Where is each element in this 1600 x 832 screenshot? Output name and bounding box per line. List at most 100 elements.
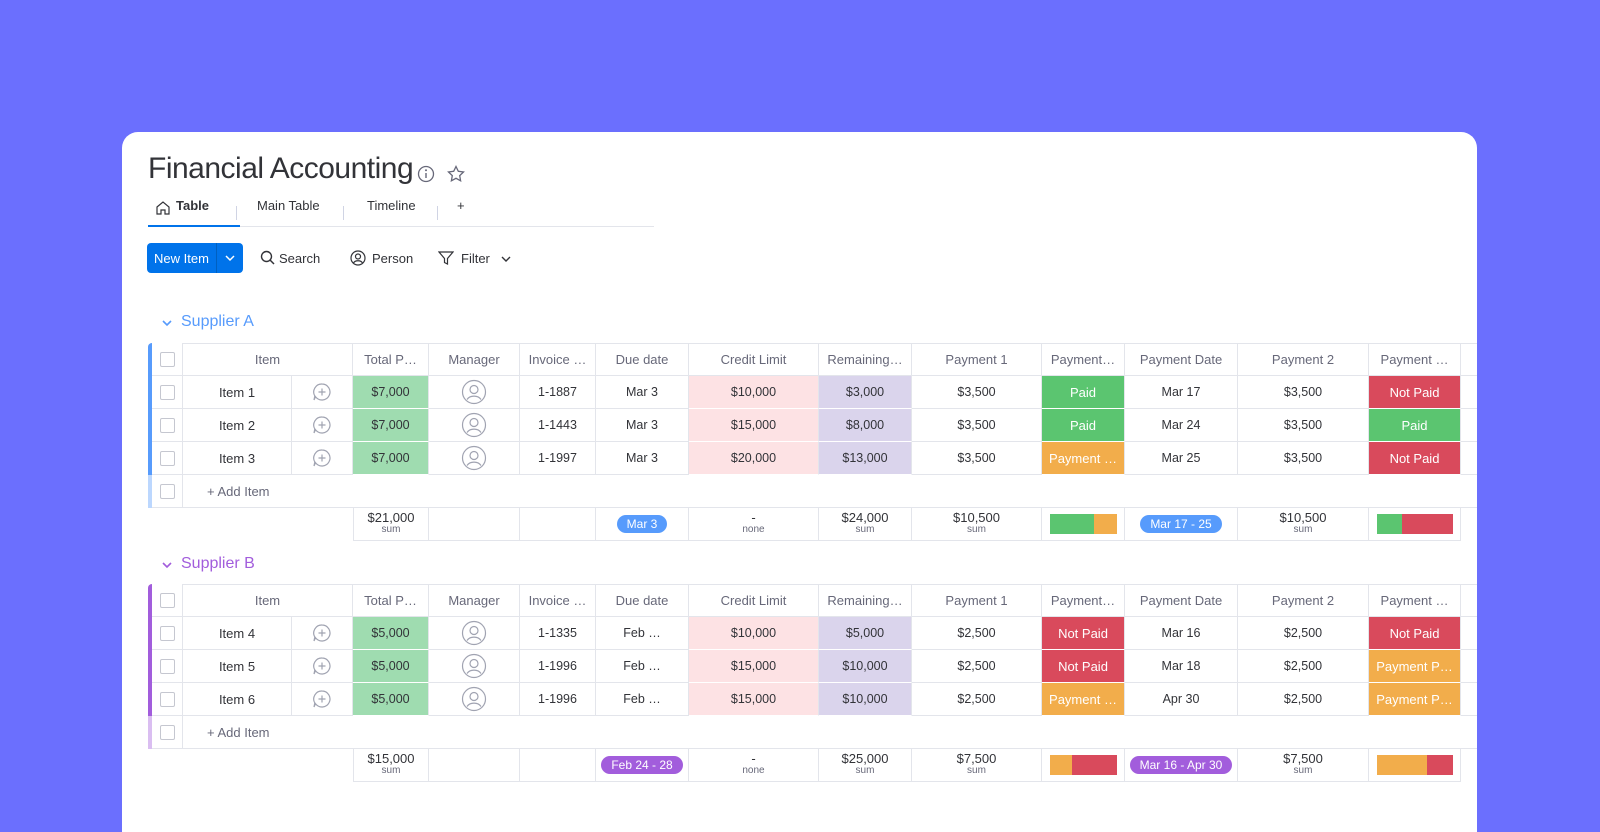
payment1-cell: $3,500: [912, 409, 1042, 442]
add-item[interactable]: + Add Item: [183, 716, 1477, 749]
column-header: Payment…: [1042, 584, 1125, 617]
status-summary-bar: [1376, 514, 1453, 534]
column-header: [1461, 584, 1477, 617]
summary-function: sum: [855, 765, 875, 776]
summary-value: $24,000: [841, 510, 889, 525]
group-title[interactable]: Supplier B: [181, 555, 255, 572]
column-header: Item: [183, 584, 353, 617]
filter-button[interactable]: Filter: [461, 251, 490, 266]
remaining-cell: $10,000: [819, 650, 912, 683]
summary-cell: Mar 3: [596, 508, 689, 541]
group-chevron[interactable]: [160, 316, 174, 330]
group-title[interactable]: Supplier A: [181, 313, 254, 330]
summary-function: sum: [855, 524, 875, 535]
status-label[interactable]: Payment …: [1042, 683, 1125, 716]
person-cell: [429, 442, 520, 475]
summary-function: sum: [1293, 765, 1313, 776]
status-label[interactable]: Not Paid: [1369, 376, 1461, 409]
status-label[interactable]: Payment …: [1042, 442, 1125, 475]
status-label[interactable]: Not Paid: [1369, 617, 1461, 650]
total-cell: $7,000: [353, 442, 429, 475]
item-name[interactable]: Item 6: [183, 683, 292, 716]
tab[interactable]: Timeline: [367, 198, 416, 213]
payment1-cell: $3,500: [912, 376, 1042, 409]
summary-cell: $7,500 sum: [1238, 749, 1369, 782]
total-cell: $7,000: [353, 376, 429, 409]
status-label[interactable]: Paid: [1042, 409, 1125, 442]
summary-value: $10,500: [1279, 510, 1327, 525]
column-header: Remaining…: [819, 584, 912, 617]
column-header: Remaining…: [819, 343, 912, 376]
summary-cell: [520, 508, 596, 541]
chat-cell: [292, 683, 353, 716]
payment2-cell: $3,500: [1238, 442, 1369, 475]
new-item-button[interactable]: New Item: [147, 243, 243, 273]
status-label[interactable]: Not Paid: [1369, 442, 1461, 475]
person-button[interactable]: Person: [372, 251, 414, 266]
summary-function: sum: [381, 524, 401, 535]
summary-function: sum: [967, 765, 986, 776]
column-header: Total P…: [353, 584, 429, 617]
checkbox-cell: [152, 409, 183, 442]
payment1-cell: $2,500: [912, 650, 1042, 683]
status-label[interactable]: Not Paid: [1042, 617, 1125, 650]
remaining-cell: $3,000: [819, 376, 912, 409]
column-header: Payment 2: [1238, 343, 1369, 376]
home-icon: [156, 201, 170, 215]
remaining-cell: $13,000: [819, 442, 912, 475]
summary-value: $21,000: [367, 510, 415, 525]
invoice-cell: 1-1887: [520, 376, 596, 409]
column-header: Due date: [596, 584, 689, 617]
item-name[interactable]: Item 4: [183, 617, 292, 650]
status-label[interactable]: Payment P…: [1369, 683, 1461, 716]
chevron: [501, 256, 511, 262]
chat-icon: [313, 449, 331, 467]
item-name[interactable]: Item 2: [183, 409, 292, 442]
date-range-pill: Feb 24 - 28: [601, 756, 683, 774]
checkbox-cell: [152, 716, 183, 749]
summary-value: -: [751, 751, 756, 766]
chat-cell: [292, 376, 353, 409]
tab[interactable]: Table: [176, 198, 209, 213]
column-header: Total P…: [353, 343, 429, 376]
column-header: Payment 2: [1238, 584, 1369, 617]
status-label[interactable]: Paid: [1369, 409, 1461, 442]
payment2-cell: $3,500: [1238, 376, 1369, 409]
status-label[interactable]: Paid: [1042, 376, 1125, 409]
summary-cell: $15,000 sum: [353, 749, 429, 782]
chat-icon: [313, 657, 331, 675]
status-label[interactable]: Not Paid: [1042, 650, 1125, 683]
search-button[interactable]: Search: [279, 251, 321, 266]
add-item[interactable]: + Add Item: [183, 475, 1477, 508]
checkbox-cell: [152, 343, 183, 376]
item-name[interactable]: Item 1: [183, 376, 292, 409]
cell: [1461, 409, 1477, 442]
summary-cell: $24,000 sum: [819, 508, 912, 541]
avatar: [461, 653, 487, 679]
remaining-cell: $5,000: [819, 617, 912, 650]
group-chevron[interactable]: [160, 558, 174, 572]
status-summary-bar: [1049, 755, 1117, 775]
summary-cell: $21,000 sum: [353, 508, 429, 541]
chat-cell: [292, 442, 353, 475]
group-stripe: [148, 475, 152, 508]
summary-function: none: [742, 765, 765, 776]
pay_date-cell: Mar 17: [1125, 376, 1238, 409]
status-segment: [1049, 755, 1072, 775]
summary-cell: [1042, 508, 1125, 541]
status-label[interactable]: Payment P…: [1369, 650, 1461, 683]
column-header: Credit Limit: [689, 343, 819, 376]
item-name[interactable]: Item 5: [183, 650, 292, 683]
status-segment: [1427, 755, 1453, 775]
person-cell: [429, 376, 520, 409]
status-segment: [1071, 755, 1117, 775]
item-name[interactable]: Item 3: [183, 442, 292, 475]
tab[interactable]: +: [457, 198, 465, 213]
payment2-cell: $2,500: [1238, 650, 1369, 683]
status-segment: [1401, 514, 1453, 534]
tab[interactable]: Main Table: [257, 198, 320, 213]
chevron: [225, 255, 235, 262]
date-range-pill: Mar 17 - 25: [1140, 515, 1222, 533]
chat-cell: [292, 650, 353, 683]
summary-cell: Feb 24 - 28: [596, 749, 689, 782]
